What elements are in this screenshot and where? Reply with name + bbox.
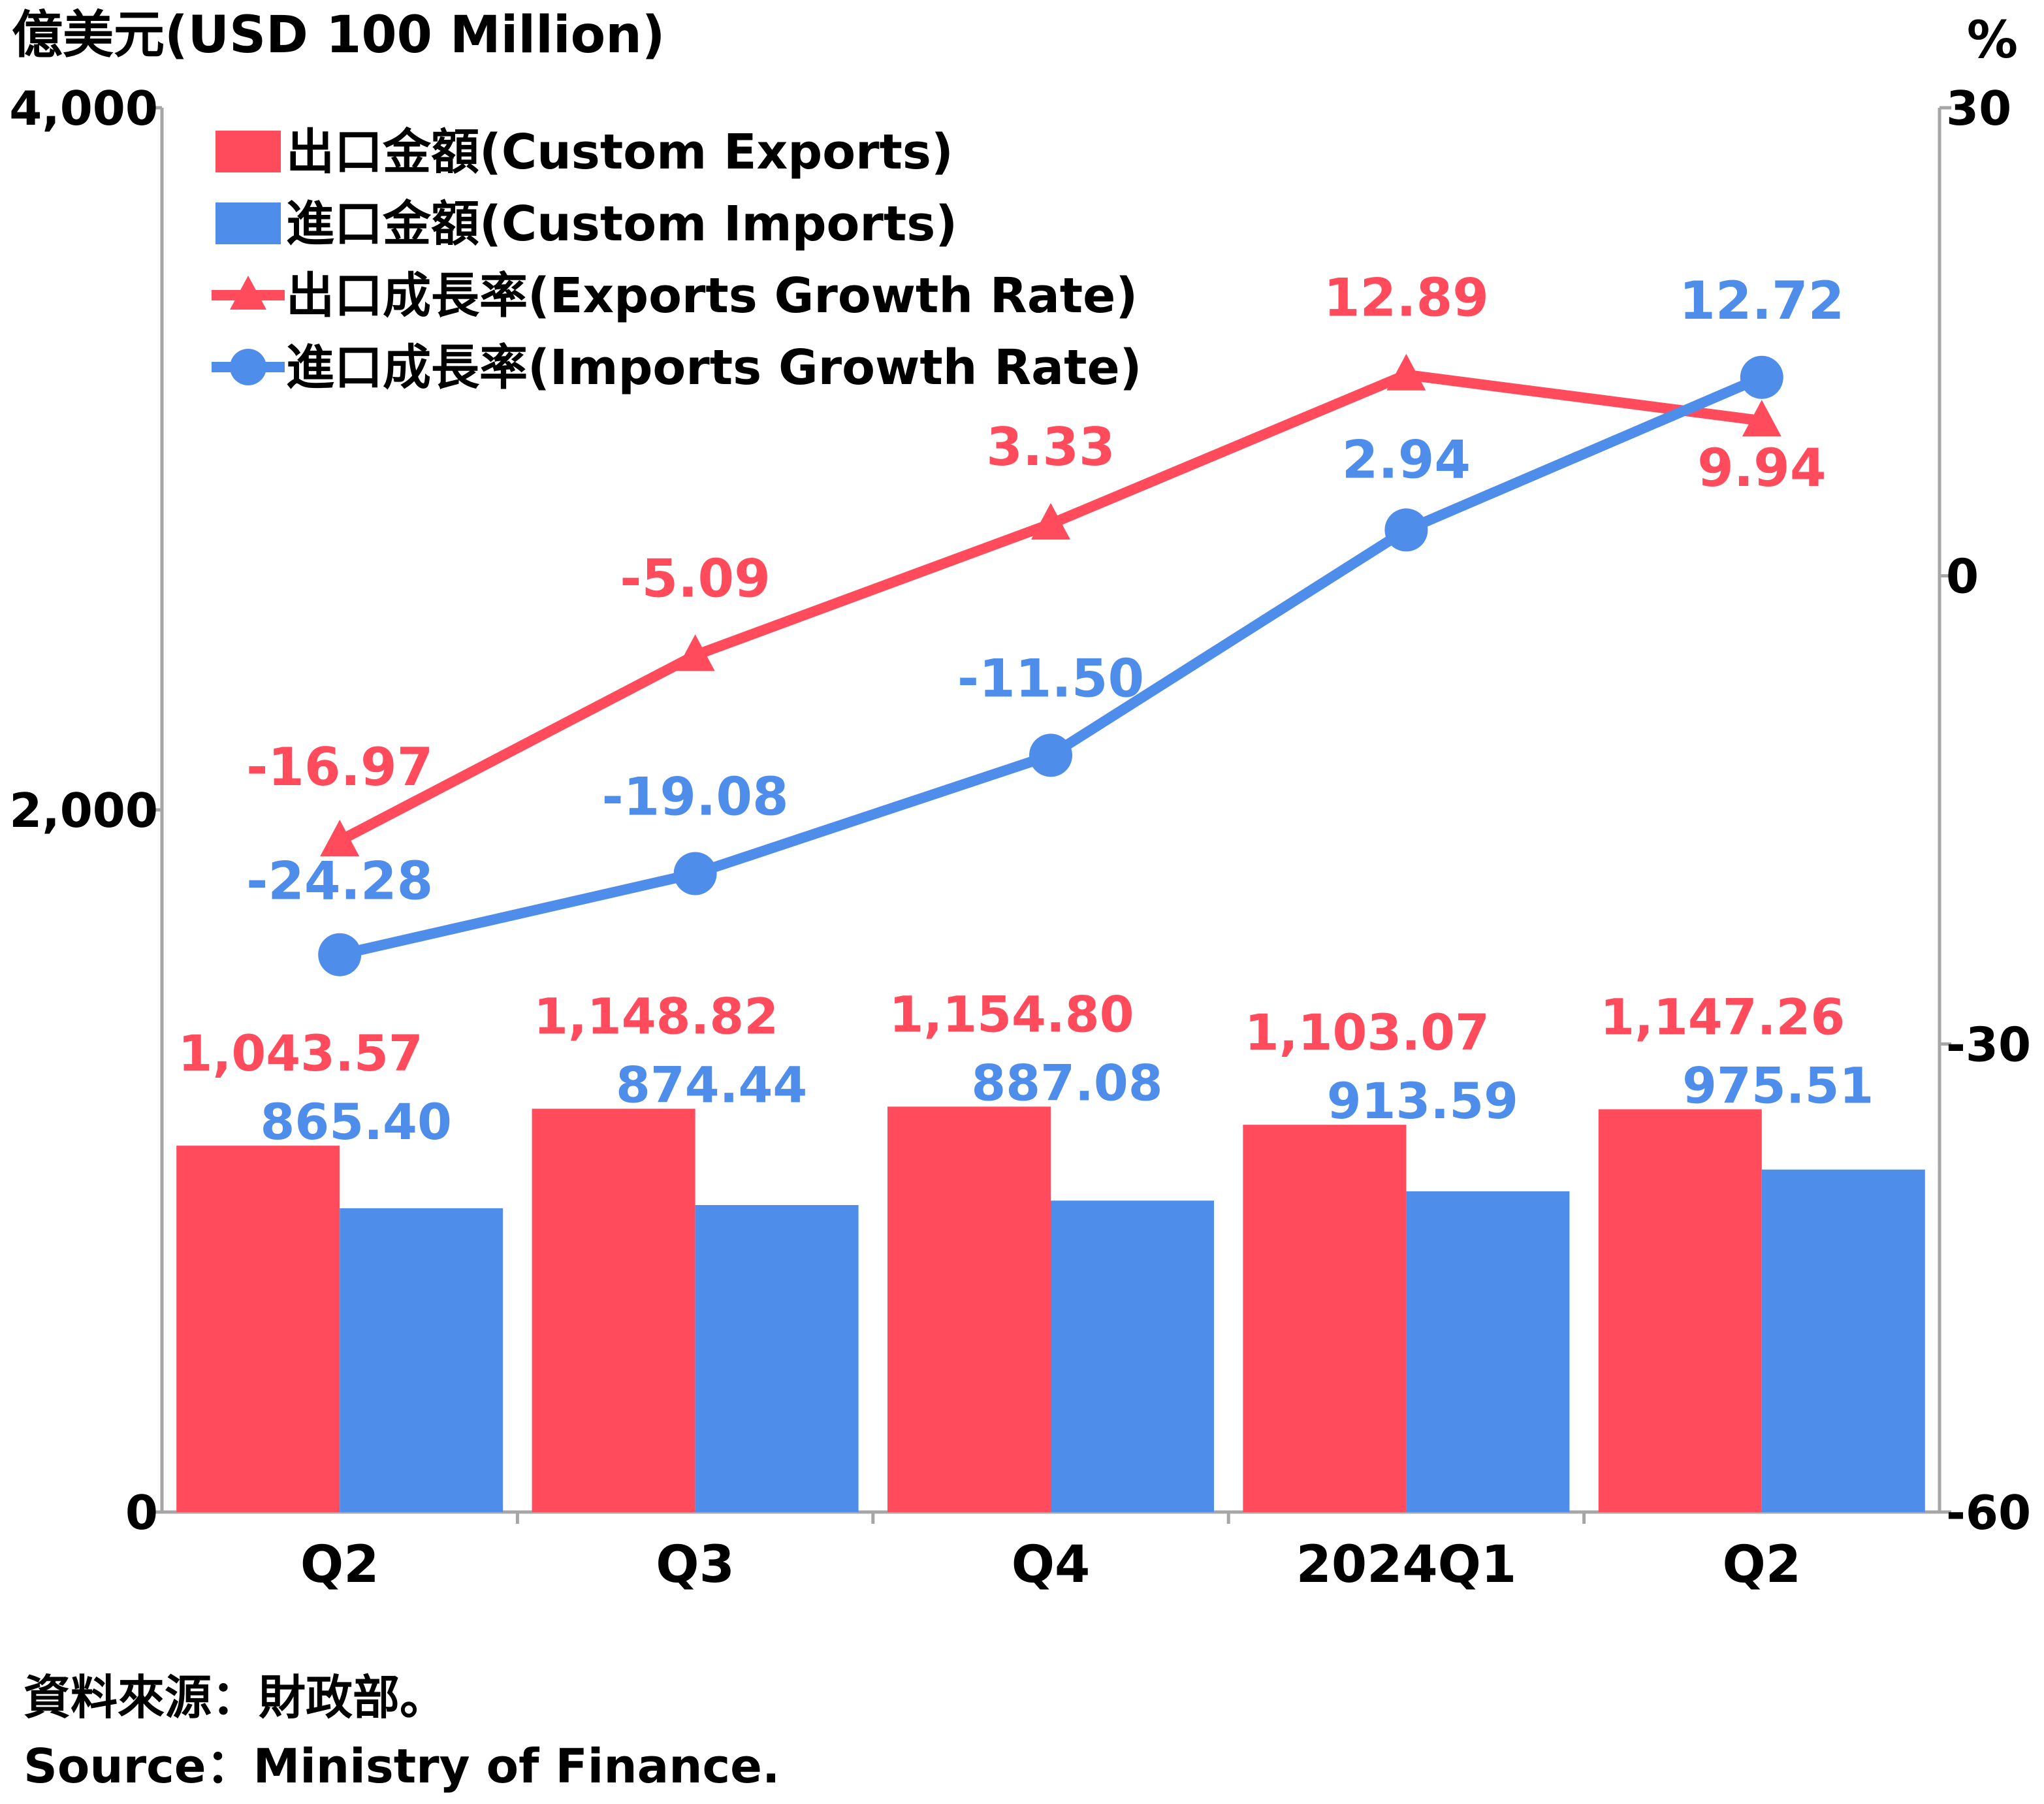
imports-bar — [1051, 1200, 1214, 1512]
exports-growth-label: -16.97 — [246, 737, 433, 797]
source-note-en: Source：Ministry of Finance. — [24, 1739, 780, 1794]
exports-bar — [887, 1106, 1051, 1512]
right-tick-label: 30 — [1946, 81, 2011, 136]
imports-growth-marker — [673, 852, 717, 895]
exports-growth-marker — [1386, 353, 1426, 391]
imports-growth-marker — [1740, 355, 1783, 399]
imports-growth-label: -19.08 — [601, 766, 788, 827]
exports-growth-marker — [1031, 503, 1070, 540]
exports-value-label: 1,103.07 — [1245, 1003, 1490, 1061]
category-label: 2024Q1 — [1296, 1536, 1517, 1594]
imports-bar — [340, 1208, 503, 1512]
legend-exports-swatch — [216, 131, 281, 172]
legend-exports-growth-marker — [230, 276, 266, 310]
exports-growth-marker — [675, 634, 715, 671]
imports-value-label: 887.08 — [971, 1054, 1162, 1112]
exports-value-label: 1,147.26 — [1600, 988, 1845, 1046]
exports-bar — [176, 1146, 340, 1512]
exports-value-label: 1,148.82 — [534, 988, 778, 1046]
legend-exports-label: 出口金額(Custom Exports) — [286, 124, 953, 180]
imports-growth-marker — [1384, 508, 1428, 552]
imports-growth-label: -11.50 — [957, 648, 1144, 709]
exports-growth-label: -5.09 — [620, 548, 771, 609]
right-tick-label: -30 — [1946, 1017, 2031, 1072]
category-label: Q2 — [300, 1536, 379, 1594]
exports-value-label: 1,043.57 — [178, 1024, 423, 1082]
legend-imports-growth-label: 進口成長率(Imports Growth Rate) — [286, 340, 1142, 396]
right-tick-label: -60 — [1946, 1485, 2031, 1540]
exports-growth-marker — [1742, 400, 1781, 437]
left-tick-label: 0 — [125, 1485, 158, 1540]
imports-growth-marker — [318, 933, 362, 976]
imports-value-label: 975.51 — [1682, 1056, 1874, 1114]
legend-imports-growth-marker — [230, 349, 266, 385]
exports-bar — [1598, 1109, 1762, 1512]
imports-growth-label: -24.28 — [246, 851, 433, 912]
imports-value-label: 865.40 — [261, 1093, 452, 1151]
right-tick-label: 0 — [1946, 549, 1979, 604]
imports-growth-label: 12.72 — [1679, 270, 1844, 331]
exports-growth-label: 3.33 — [986, 417, 1115, 477]
right-axis-title: % — [1967, 11, 2018, 70]
source-note-zh: 資料來源：財政部。 — [24, 1670, 447, 1725]
category-label: Q4 — [1012, 1536, 1091, 1594]
category-label: Q2 — [1723, 1536, 1802, 1594]
imports-growth-label: 2.94 — [1342, 429, 1471, 490]
legend-imports-swatch — [216, 202, 281, 244]
left-tick-label: 2,000 — [9, 783, 158, 838]
legend-imports-label: 進口金額(Custom Imports) — [286, 196, 957, 252]
category-label: Q3 — [656, 1536, 735, 1594]
legend-exports-growth-label: 出口成長率(Exports Growth Rate) — [286, 268, 1138, 324]
left-axis-title: 億美元(USD 100 Million) — [12, 6, 665, 65]
exports-growth-marker — [320, 820, 360, 857]
left-tick-label: 4,000 — [9, 81, 158, 136]
imports-value-label: 913.59 — [1327, 1072, 1518, 1130]
imports-bar — [1761, 1169, 1925, 1512]
imports-bar — [1406, 1191, 1570, 1512]
exports-bar — [1243, 1125, 1407, 1512]
exports-growth-label: 12.89 — [1324, 268, 1489, 329]
exports-value-label: 1,154.80 — [889, 985, 1134, 1043]
exports-growth-label: 9.94 — [1697, 438, 1826, 498]
imports-value-label: 874.44 — [616, 1056, 807, 1114]
exports-bar — [532, 1108, 695, 1512]
imports-growth-marker — [1029, 733, 1072, 777]
imports-bar — [695, 1204, 859, 1512]
chart-canvas: 0 2,000 4,000 -60 -30 0 30 億美元(USD 100 Million)… — [9, 6, 2031, 1594]
